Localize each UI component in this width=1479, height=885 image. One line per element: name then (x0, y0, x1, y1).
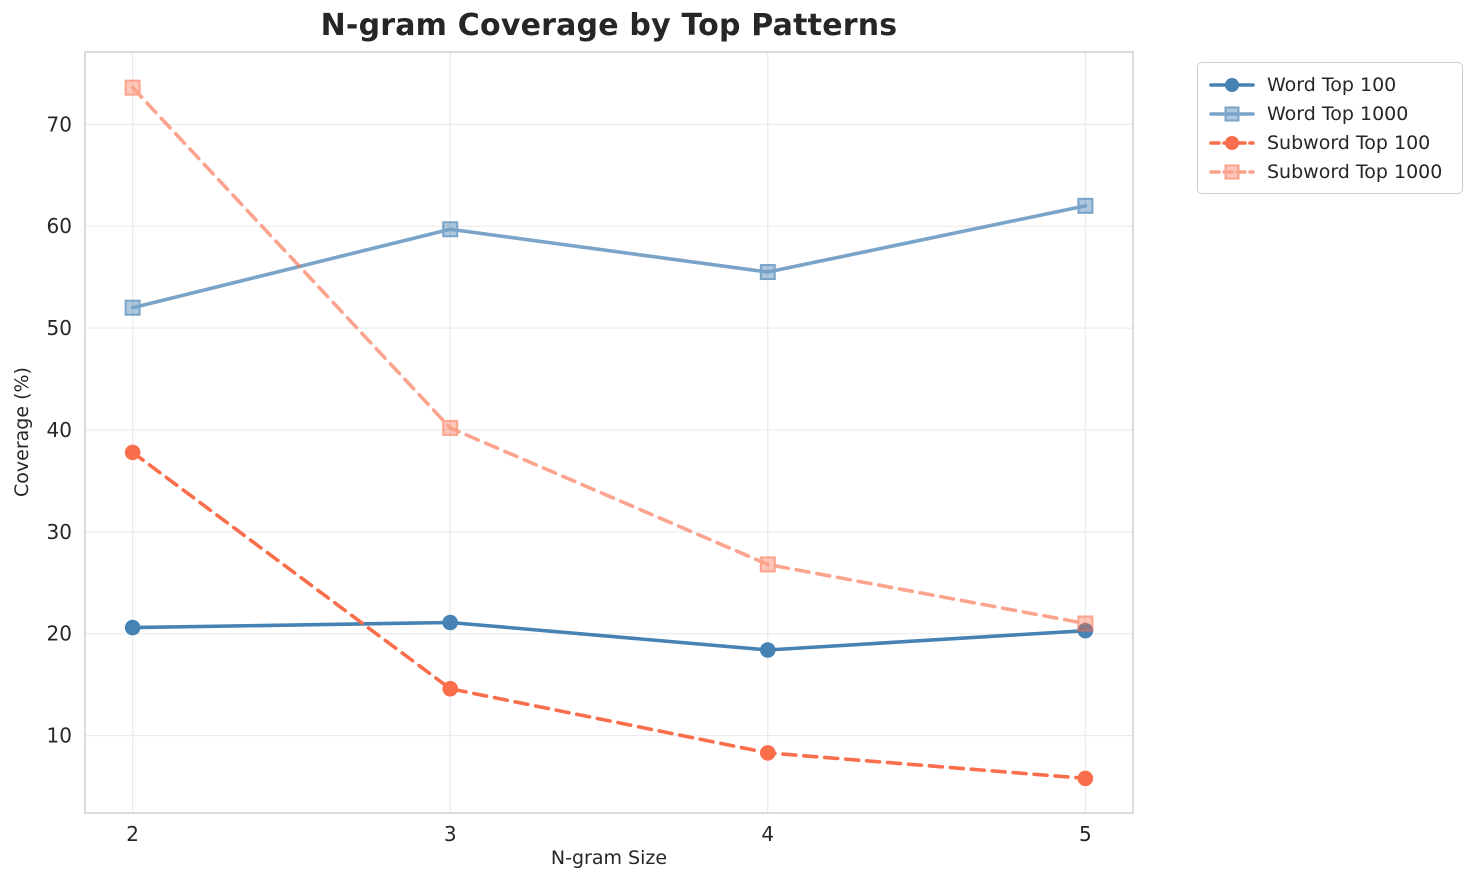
legend-swatch-word-top-100 (1209, 77, 1255, 92)
data-point-marker (124, 299, 141, 316)
y-axis-label: Coverage (%) (11, 367, 33, 497)
series-subword-top-1000 (124, 79, 1094, 632)
legend-swatch-group (1209, 77, 1255, 92)
legend-label: Subword Top 100 (1267, 131, 1431, 154)
series-line (130, 204, 1088, 310)
data-point-marker (759, 745, 776, 761)
data-point-marker (1077, 197, 1094, 214)
legend-swatch-group (1209, 164, 1255, 179)
legend-marker-square (1224, 164, 1240, 179)
legend-swatch-subword-top-100 (1209, 135, 1255, 150)
data-point-marker (124, 79, 141, 96)
y-tick-label: 30 (47, 520, 72, 544)
data-point-marker (442, 614, 459, 631)
plot-border (84, 51, 1134, 814)
data-point-marker (124, 619, 141, 636)
series-word-top-1000 (124, 197, 1094, 316)
data-point-marker (442, 680, 459, 697)
legend: Word Top 100 Word Top 1000 Subword Top 100… (1197, 62, 1463, 194)
data-point-marker (442, 221, 459, 238)
data-point-marker (1077, 770, 1094, 787)
y-tick-label: 60 (47, 214, 72, 238)
y-tick-label: 40 (47, 418, 72, 442)
legend-swatch-word-top-1000 (1209, 106, 1255, 121)
x-tick-label: 2 (126, 822, 139, 846)
x-tick-label: 4 (761, 822, 774, 846)
series-line (130, 85, 1088, 626)
series-word-top-100 (124, 614, 1094, 658)
series-subword-top-100 (124, 444, 1094, 787)
data-point-marker (442, 419, 459, 436)
data-point-marker (759, 642, 776, 658)
x-axis-label: N-gram Size (550, 847, 668, 869)
legend-label: Subword Top 1000 (1267, 160, 1443, 183)
legend-swatch-group (1209, 135, 1255, 150)
x-tick-label: 3 (444, 822, 457, 846)
y-tick-label: 20 (47, 622, 72, 646)
legend-item-word-top-100: Word Top 100 (1209, 70, 1451, 99)
series-line (130, 620, 1088, 652)
y-tick-label: 50 (47, 316, 72, 340)
chart-title: N-gram Coverage by Top Patterns (320, 8, 898, 43)
legend-item-subword-top-1000: Subword Top 1000 (1209, 157, 1451, 186)
legend-marker-circle (1225, 135, 1239, 150)
legend-label: Word Top 1000 (1267, 102, 1409, 125)
x-tick-label: 5 (1079, 822, 1092, 846)
legend-swatch-group (1209, 106, 1255, 121)
legend-swatch-subword-top-1000 (1209, 164, 1255, 179)
series-line (130, 450, 1088, 781)
legend-label: Word Top 100 (1267, 73, 1397, 96)
data-point-marker (759, 264, 776, 281)
legend-marker-square (1224, 106, 1240, 121)
y-tick-label: 70 (47, 112, 72, 136)
legend-item-word-top-1000: Word Top 1000 (1209, 99, 1451, 128)
legend-marker-circle (1225, 77, 1239, 92)
legend-item-subword-top-100: Subword Top 100 (1209, 128, 1451, 157)
data-point-marker (124, 444, 141, 461)
y-tick-label: 10 (47, 724, 72, 748)
data-point-marker (759, 556, 776, 573)
data-point-marker (1077, 615, 1094, 632)
